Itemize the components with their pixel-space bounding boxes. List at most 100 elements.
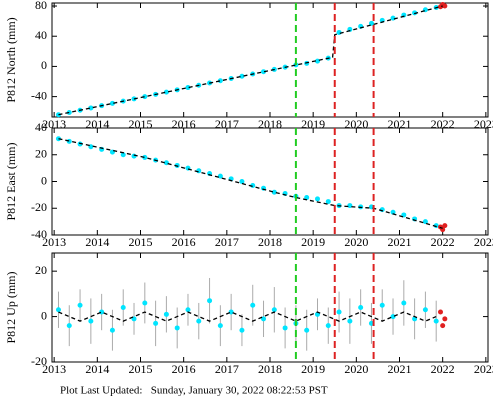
- x-tick-label: 2021: [388, 117, 412, 131]
- data-point: [250, 183, 256, 189]
- data-point: [438, 309, 444, 315]
- data-point: [250, 302, 256, 308]
- data-point: [271, 307, 277, 313]
- y-axis-label: P812 East (mm): [4, 143, 18, 221]
- data-point: [228, 309, 234, 315]
- data-point: [66, 138, 72, 144]
- x-tick-label: 2023: [474, 117, 493, 131]
- x-tick-label: 2013: [42, 235, 66, 249]
- y-tick-label: -20: [31, 354, 47, 368]
- data-point: [314, 196, 320, 202]
- data-point: [77, 141, 83, 147]
- y-tick-label: 0: [41, 173, 47, 187]
- data-point: [217, 173, 223, 179]
- y-axis-label: P812 Up (mm): [4, 271, 18, 343]
- y-tick-label: 0: [41, 58, 47, 72]
- x-tick-label: 2013: [42, 117, 66, 131]
- data-point: [239, 327, 245, 333]
- data-point: [347, 318, 353, 324]
- data-point: [217, 323, 223, 329]
- x-tick-label: 2021: [388, 362, 412, 376]
- x-tick-label: 2022: [431, 235, 455, 249]
- data-point: [442, 316, 448, 322]
- data-point: [88, 318, 94, 324]
- x-tick-label: 2020: [344, 235, 368, 249]
- x-tick-label: 2016: [172, 362, 196, 376]
- data-point: [174, 325, 180, 331]
- y-tick-label: 40: [35, 120, 47, 134]
- y-tick-label: -40: [31, 88, 47, 102]
- data-point: [109, 100, 115, 106]
- x-tick-label: 2016: [172, 117, 196, 131]
- data-point: [379, 302, 385, 308]
- footer: Plot Last Updated: Sunday, January 30, 2…: [60, 385, 328, 397]
- data-point: [422, 307, 428, 313]
- x-tick-label: 2023: [474, 235, 493, 249]
- x-tick-label: 2020: [344, 362, 368, 376]
- data-point: [66, 323, 72, 329]
- data-point: [142, 154, 148, 160]
- x-tick-label: 2021: [388, 235, 412, 249]
- x-tick-label: 2014: [85, 235, 109, 249]
- data-point: [207, 298, 213, 304]
- x-tick-label: 2022: [431, 117, 455, 131]
- x-tick-label: 2019: [301, 235, 325, 249]
- data-point: [401, 300, 407, 306]
- data-point: [239, 179, 245, 184]
- data-point: [433, 318, 439, 324]
- plot-frame: [51, 127, 489, 236]
- data-point: [239, 73, 245, 79]
- data-point: [55, 307, 61, 313]
- x-tick-label: 2016: [172, 235, 196, 249]
- data-point: [66, 109, 72, 115]
- model-line: [58, 5, 443, 116]
- plot-frame: [51, 252, 489, 363]
- data-point: [314, 58, 320, 64]
- data-point: [99, 309, 105, 315]
- y-tick-label: 80: [35, 0, 47, 12]
- data-point: [271, 189, 277, 195]
- data-point: [120, 152, 126, 158]
- data-point: [88, 105, 94, 111]
- x-tick-label: 2015: [128, 117, 152, 131]
- x-tick-label: 2019: [301, 117, 325, 131]
- data-point: [390, 314, 396, 320]
- data-point: [142, 300, 148, 306]
- data-point: [261, 69, 267, 75]
- y-tick-label: 40: [35, 28, 47, 42]
- model-line: [58, 311, 437, 322]
- data-point: [282, 325, 288, 331]
- data-point: [325, 199, 331, 205]
- data-point: [163, 89, 169, 95]
- x-tick-label: 2014: [85, 362, 109, 376]
- x-tick-label: 2020: [344, 117, 368, 131]
- data-point: [336, 309, 342, 315]
- data-point: [422, 219, 428, 225]
- data-point: [109, 327, 115, 333]
- y-tick-label: 20: [35, 147, 47, 161]
- x-tick-label: 2023: [474, 362, 493, 376]
- x-tick-label: 2015: [128, 362, 152, 376]
- x-tick-label: 2017: [215, 235, 239, 249]
- y-tick-label: -40: [31, 227, 47, 241]
- x-tick-label: 2014: [85, 117, 109, 131]
- data-point: [347, 203, 353, 209]
- data-point: [185, 307, 191, 313]
- data-point: [120, 305, 126, 310]
- data-point: [163, 311, 169, 317]
- model-line: [58, 138, 443, 229]
- x-tick-label: 2013: [42, 362, 66, 376]
- y-axis-label: P812 North (mm): [4, 17, 18, 102]
- data-point: [442, 3, 448, 9]
- y-tick-label: 0: [41, 308, 47, 322]
- x-tick-label: 2019: [301, 362, 325, 376]
- data-point: [185, 85, 191, 91]
- x-tick-label: 2017: [215, 117, 239, 131]
- data-point: [390, 209, 396, 215]
- x-tick-label: 2018: [258, 117, 282, 131]
- data-point: [77, 302, 83, 308]
- data-point: [304, 327, 310, 333]
- x-tick-label: 2022: [431, 362, 455, 376]
- data-point: [442, 223, 448, 229]
